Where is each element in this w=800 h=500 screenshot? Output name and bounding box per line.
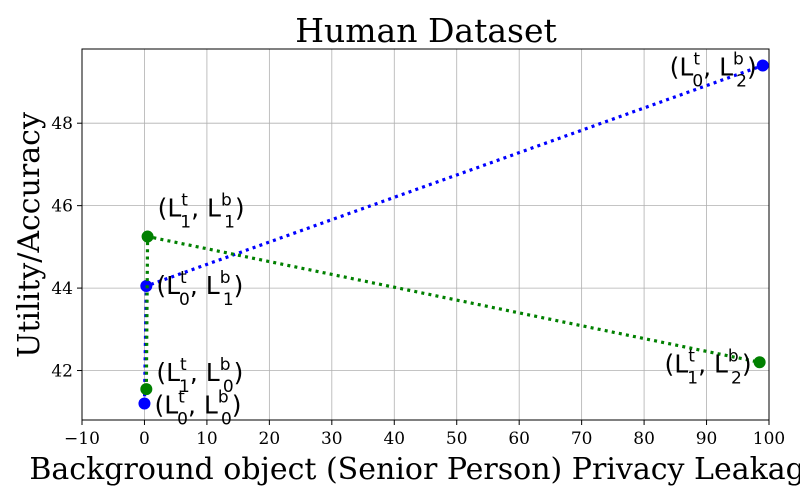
data-point: [141, 230, 154, 243]
data-point: [753, 356, 766, 369]
data-point: [756, 59, 769, 72]
x-tick-label: 100: [753, 429, 785, 449]
point-label: (Lt 1, Lb 2): [665, 346, 752, 388]
x-tick-label: 40: [383, 429, 405, 449]
point-label: (Lt 0, Lb 0): [154, 388, 241, 430]
point-label: (Lt 0, Lb 1): [156, 268, 243, 310]
x-tick-label: 60: [508, 429, 530, 449]
y-tick-label: 46: [51, 197, 73, 217]
x-tick-label: 0: [139, 429, 150, 449]
x-tick-label: −10: [64, 429, 100, 449]
ticks: −10 0 10 20 30 40 50 60 70 80 90 100 42 44 46 48: [51, 114, 785, 449]
x-tick-label: 30: [321, 429, 343, 449]
y-tick-label: 44: [51, 279, 73, 299]
x-tick-label: 90: [696, 429, 718, 449]
x-tick-label: 50: [446, 429, 468, 449]
y-axis-title: Utility/Accuracy: [12, 112, 47, 358]
x-tick-label: 20: [259, 429, 281, 449]
grid: [81, 49, 770, 420]
x-tick-label: 80: [633, 429, 655, 449]
chart-title: Human Dataset: [295, 11, 557, 50]
y-tick-label: 48: [51, 114, 73, 134]
data-point: [140, 383, 153, 396]
point-label: (Lt 1, Lb 1): [158, 191, 245, 233]
point-label: (Lt 0, Lb 2): [670, 49, 757, 91]
series-layer: [138, 59, 769, 410]
annotations: (Lt 0, Lb 0) (Lt 0, Lb 1) (Lt 0, Lb 2) (Lt 1, Lb 0)…: [154, 49, 756, 429]
y-tick-label: 42: [51, 362, 73, 382]
x-tick-label: 70: [571, 429, 593, 449]
point-label: (Lt 1, Lb 0): [156, 355, 243, 397]
data-point: [138, 397, 151, 410]
x-tick-label: 10: [196, 429, 218, 449]
x-axis-title: Background object (Senior Person) Privac…: [29, 452, 800, 487]
plot-frame: [81, 48, 770, 421]
